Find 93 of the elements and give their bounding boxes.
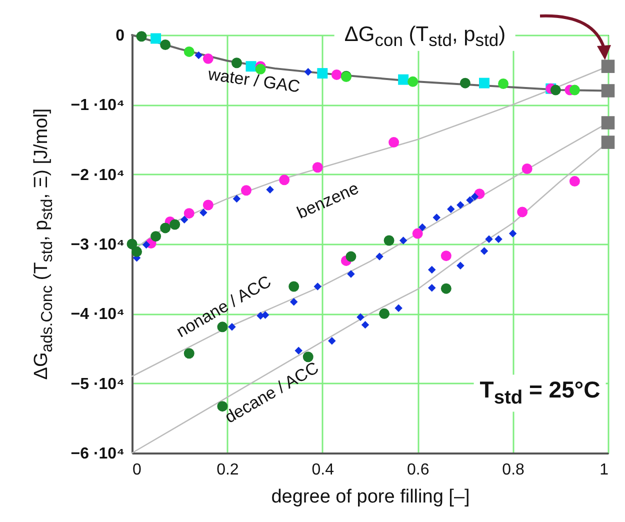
point (550, 84, 561, 96)
point (376, 252, 384, 260)
point (394, 304, 402, 312)
point (478, 78, 490, 88)
point (346, 251, 356, 262)
point (312, 162, 323, 173)
point (246, 61, 256, 72)
point (412, 228, 423, 239)
point (508, 230, 517, 238)
point (470, 192, 479, 200)
point (136, 31, 147, 42)
point (447, 205, 455, 214)
point (460, 78, 470, 88)
y-tick-label: 0 (116, 28, 125, 44)
x-tick-label: 0.2 (216, 462, 239, 478)
x-tick-label: 1 (600, 462, 609, 478)
x-tick-label: 0.4 (312, 462, 334, 478)
point (331, 69, 342, 80)
point (202, 200, 214, 210)
point (232, 194, 241, 203)
point (132, 246, 142, 257)
point (302, 352, 314, 362)
y-tick-label: −4 ·10⁴ (70, 306, 125, 324)
point (150, 231, 162, 242)
x-tick-label: 0 (132, 462, 142, 478)
point (485, 235, 493, 243)
point (266, 186, 274, 194)
point (202, 53, 214, 64)
point (361, 320, 370, 329)
point (480, 247, 488, 255)
point (601, 60, 615, 73)
point (356, 313, 364, 322)
point (328, 336, 336, 345)
y-tick-label: −6 ·10⁴ (70, 446, 125, 462)
point (294, 346, 302, 354)
point (456, 262, 464, 270)
point (126, 238, 138, 250)
point (256, 312, 264, 320)
y-tick-label: −1 ·10⁴ (70, 97, 125, 114)
point (314, 282, 322, 290)
point (601, 136, 615, 149)
point (317, 68, 328, 79)
point (194, 51, 203, 60)
point (180, 216, 188, 224)
point (255, 64, 266, 74)
x-axis-title: degree of pore filling [–] (271, 486, 470, 508)
point (432, 214, 441, 222)
point (160, 222, 171, 234)
point (304, 68, 312, 76)
annotation: ΔG$_{con}$ (T$_{std}$, p$_{std}$) (334, 22, 516, 52)
y-tick-label: −5 ·10⁴ (70, 376, 125, 393)
point (522, 164, 532, 174)
x-tick-label: 0.6 (406, 462, 430, 478)
point (240, 185, 252, 196)
point (150, 33, 162, 44)
point (569, 176, 580, 187)
point (408, 76, 418, 87)
point (428, 284, 436, 292)
point (601, 84, 615, 98)
point (184, 348, 194, 359)
point (398, 74, 409, 85)
point (347, 270, 355, 278)
annotation: water / GAC (206, 64, 302, 96)
point (456, 201, 464, 209)
point (601, 116, 615, 130)
point (228, 323, 236, 331)
annotation: T$_{std}$ = 25°C (474, 374, 606, 412)
point (184, 208, 194, 219)
point (466, 196, 474, 204)
point (384, 235, 394, 246)
point (290, 298, 298, 306)
y-tick-label: −3 ·10⁴ (70, 236, 125, 254)
x-tick-label: 0.8 (502, 462, 525, 478)
point (399, 236, 408, 244)
point (388, 137, 400, 148)
point (494, 235, 502, 243)
point (200, 208, 208, 217)
point (440, 283, 452, 294)
point (569, 84, 580, 96)
point (170, 219, 180, 230)
point (418, 223, 426, 232)
point (440, 250, 452, 262)
point (231, 58, 242, 68)
point (379, 308, 390, 319)
point (142, 240, 150, 249)
point (288, 281, 300, 292)
point (517, 206, 528, 218)
point (160, 40, 171, 50)
point (184, 46, 194, 57)
y-tick-label: −2 ·10⁴ (70, 166, 125, 184)
point (428, 266, 436, 274)
point (498, 78, 509, 89)
point (279, 174, 290, 186)
